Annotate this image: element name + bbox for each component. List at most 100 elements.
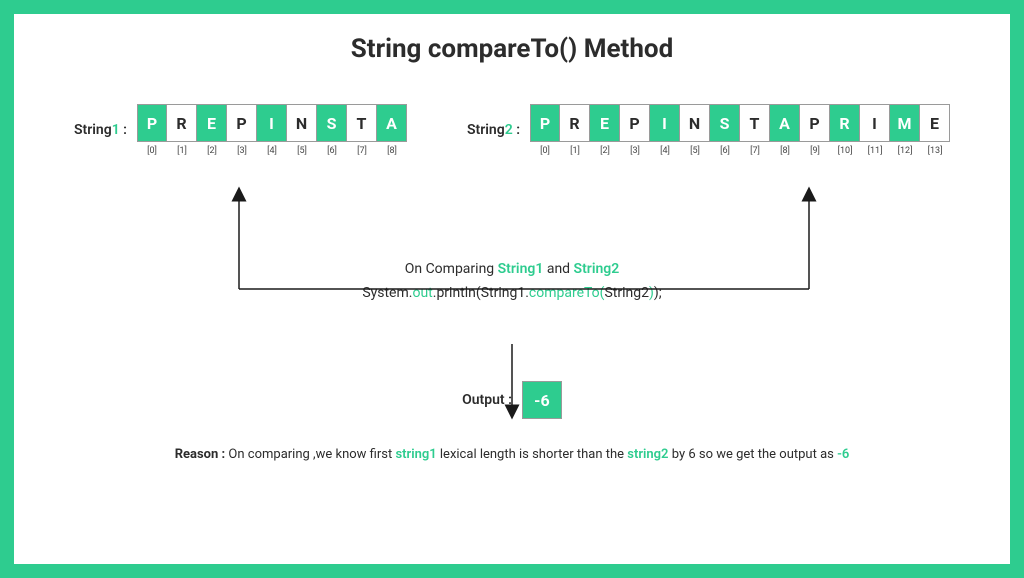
reason-s1: string1 — [395, 447, 436, 462]
char-index: [2] — [207, 146, 217, 156]
char-cell: A — [377, 104, 407, 142]
string2-label: String2 : — [467, 122, 520, 138]
char-cell-wrap: T[7] — [740, 104, 770, 156]
char-cell-wrap: I [11] — [860, 104, 890, 156]
char-cell-wrap: I [4] — [650, 104, 680, 156]
char-cell: E — [197, 104, 227, 142]
output-row: Output : -6 — [14, 381, 1010, 419]
code-p4: ); — [654, 285, 662, 301]
char-cell: R — [560, 104, 590, 142]
reason-t2: lexical length is shorter than the — [437, 447, 628, 462]
code-p1: System. — [362, 285, 412, 301]
char-cell-wrap: A[8] — [770, 104, 800, 156]
char-cell: P — [530, 104, 560, 142]
compare-mid: and — [543, 261, 573, 277]
char-index: [0] — [147, 146, 157, 156]
char-index: [2] — [600, 146, 610, 156]
char-cell-wrap: P [0] — [137, 104, 167, 156]
output-box: -6 — [522, 381, 562, 419]
char-index: [0] — [540, 146, 550, 156]
char-cell-wrap: P [9] — [800, 104, 830, 156]
char-cell-wrap: A [8] — [377, 104, 407, 156]
compare-s2: String2 — [574, 261, 620, 277]
char-index: [6] — [720, 146, 730, 156]
compare-text: On Comparing String1 and String2 — [14, 261, 1010, 277]
char-index: [5] — [297, 146, 307, 156]
char-index: [11] — [868, 146, 883, 156]
char-cell: A — [770, 104, 800, 142]
char-cell: N — [680, 104, 710, 142]
code-p2: .println(String1. — [433, 285, 529, 301]
code-cmp: compareTo( — [529, 285, 605, 301]
page-title: String compareTo() Method — [14, 34, 1010, 64]
string2-block: String2 : P[0]R[1]E[2]P[3]I[4]N[5]S[6]T[… — [467, 104, 950, 156]
char-cell: E — [590, 104, 620, 142]
char-cell-wrap: R [1] — [560, 104, 590, 156]
char-index: [9] — [810, 146, 820, 156]
code-out: out — [412, 285, 432, 301]
char-cell: P — [137, 104, 167, 142]
char-cell-wrap: S [6] — [710, 104, 740, 156]
code-p3: String2 — [604, 285, 649, 301]
string2-label-num: 2 — [505, 122, 513, 138]
char-cell: S — [317, 104, 347, 142]
char-index: [13] — [928, 146, 943, 156]
reason-label: Reason : — [175, 447, 226, 462]
string1-label: String1 : — [74, 122, 127, 138]
char-index: [3] — [630, 146, 640, 156]
string1-block: String1 : P [0] R [1] E [2] P [3] I [4] N [5] S [6] T [… — [74, 104, 407, 156]
char-cell-wrap: S [6] — [317, 104, 347, 156]
string2-cells: P[0]R[1]E[2]P[3]I[4]N[5]S[6]T[7]A[8]P[9]… — [530, 104, 950, 156]
reason-text: Reason : On comparing ,we know first str… — [14, 447, 1010, 462]
string1-cells: P [0] R [1] E [2] P [3] I [4] N [5] S [6] T [7] A [8] — [137, 104, 407, 156]
char-cell: R — [830, 104, 860, 142]
code-line: System.out.println(String1.compareTo(Str… — [14, 285, 1010, 301]
reason-s2: string2 — [627, 447, 668, 462]
string2-label-suffix: : — [513, 122, 520, 138]
char-index: [7] — [357, 146, 367, 156]
diagram-frame: String compareTo() Method String1 : P[0]… — [0, 0, 1024, 578]
char-index: [10] — [838, 146, 853, 156]
reason-out: -6 — [837, 447, 849, 462]
char-index: [5] — [690, 146, 700, 156]
char-index: [1] — [570, 146, 580, 156]
char-cell: T — [740, 104, 770, 142]
char-index: [4] — [267, 146, 277, 156]
output-label: Output : — [462, 392, 512, 408]
char-cell: S — [710, 104, 740, 142]
char-cell-wrap: E [2] — [590, 104, 620, 156]
char-cell-wrap: M[12] — [890, 104, 920, 156]
char-cell: I — [650, 104, 680, 142]
char-cell: P — [620, 104, 650, 142]
compare-prefix: On Comparing — [405, 261, 498, 277]
char-index: [1] — [177, 146, 187, 156]
char-cell-wrap: N [5] — [680, 104, 710, 156]
char-cell: N — [287, 104, 317, 142]
char-cell-wrap: E [2] — [197, 104, 227, 156]
char-cell-wrap: R [10] — [830, 104, 860, 156]
char-cell-wrap: R [1] — [167, 104, 197, 156]
char-cell: P — [800, 104, 830, 142]
char-cell: I — [860, 104, 890, 142]
string2-label-prefix: String — [467, 122, 505, 138]
char-cell-wrap: N [5] — [287, 104, 317, 156]
reason-t3: by 6 so we get the output as — [669, 447, 838, 462]
char-cell-wrap: E [13] — [920, 104, 950, 156]
strings-row: String1 : P[0]R[1]E[2]P[3]I[4]N[5]S[6]T[… — [14, 104, 1010, 156]
char-index: [4] — [660, 146, 670, 156]
char-index: [8] — [387, 146, 397, 156]
char-cell-wrap: P [3] — [620, 104, 650, 156]
char-cell: R — [167, 104, 197, 142]
char-index: [6] — [327, 146, 337, 156]
char-cell: P — [227, 104, 257, 142]
string1-label-num: 1 — [112, 122, 120, 138]
reason-t1: On comparing ,we know first — [225, 447, 395, 462]
char-cell-wrap: T [7] — [347, 104, 377, 156]
char-index: [3] — [237, 146, 247, 156]
char-cell: T — [347, 104, 377, 142]
char-cell-wrap: I [4] — [257, 104, 287, 156]
string1-label-suffix: : — [120, 122, 127, 138]
char-cell: M — [890, 104, 920, 142]
char-cell: I — [257, 104, 287, 142]
char-cell: E — [920, 104, 950, 142]
